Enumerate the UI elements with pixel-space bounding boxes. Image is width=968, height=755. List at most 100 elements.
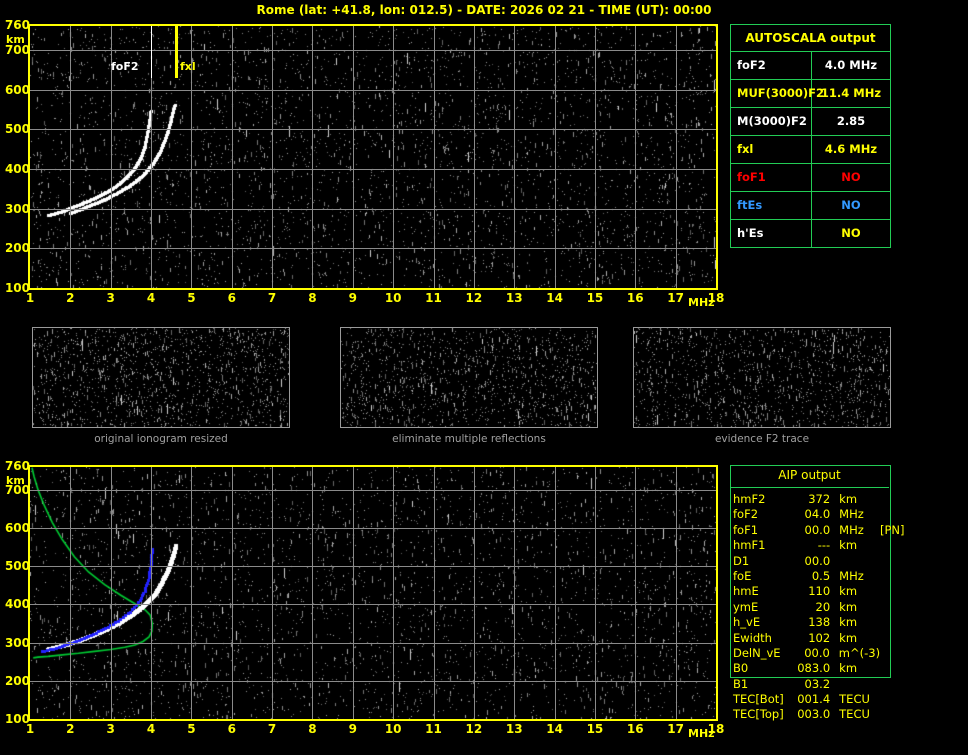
x-axis-tick-label: 12 <box>465 291 483 305</box>
gridline-vertical <box>312 26 313 288</box>
aip-row: B0 083.0 km <box>733 661 913 676</box>
x-axis-unit-label: MHz <box>688 296 715 309</box>
gridline-vertical <box>635 467 636 719</box>
x-axis-tick-label: 14 <box>546 722 563 736</box>
aip-value: 001.4 <box>797 692 831 707</box>
aip-unit: MHz <box>839 568 864 583</box>
aip-row: foF1 00.0 MHz [PN] <box>733 523 913 538</box>
y-axis-tick-label: 700 <box>4 482 30 497</box>
x-axis-tick-label: 12 <box>465 722 483 736</box>
aip-name: TEC[Top] <box>733 707 784 722</box>
autoscala-value-fof2: 4.0 MHz <box>824 58 878 72</box>
aip-unit: km <box>839 630 858 645</box>
aip-flag <box>880 569 913 584</box>
x-axis-tick-label: 17 <box>667 291 684 305</box>
y-axis-tick-label: 600 <box>4 521 30 536</box>
x-axis-tick-label: 1 <box>25 722 35 736</box>
gridline-vertical <box>676 467 677 719</box>
x-axis-tick-label: 10 <box>384 291 402 305</box>
aip-value: 03.2 <box>804 676 831 691</box>
x-axis-tick-label: 14 <box>546 291 563 305</box>
aip-value: 003.0 <box>797 707 831 722</box>
aip-row: TEC[Bot] 001.4 TECU <box>733 692 913 707</box>
bottom-ionogram-trace-canvas <box>30 467 716 719</box>
aip-unit: km <box>839 492 858 506</box>
aip-value: 0.5 <box>811 568 831 583</box>
gridline-vertical <box>353 26 354 288</box>
top-ionogram-plot[interactable]: foF2 fxl <box>28 24 718 290</box>
gridline-vertical <box>353 467 354 719</box>
aip-row: foF2 04.0 MHz <box>733 507 913 522</box>
gridline-horizontal <box>30 209 716 210</box>
bottom-ionogram-plot[interactable] <box>28 465 718 721</box>
marker-line-fxl <box>175 26 178 78</box>
y-axis-tick-label: 300 <box>4 635 30 650</box>
gridline-vertical <box>312 467 313 719</box>
autoscala-key-hes: h'Es <box>731 220 812 247</box>
aip-flag <box>880 615 913 630</box>
marker-line-fof2 <box>151 26 152 78</box>
gridline-horizontal <box>30 169 716 170</box>
aip-flag <box>880 677 913 692</box>
gridline-horizontal <box>30 528 716 529</box>
x-axis-tick-label: 3 <box>106 291 115 305</box>
y-axis-tick-label: 100 <box>4 712 30 726</box>
aip-name: foE <box>733 568 752 583</box>
gridline-vertical <box>232 467 233 719</box>
gridline-vertical <box>272 26 273 288</box>
aip-name: foF2 <box>733 507 759 522</box>
top-ionogram-trace-canvas <box>30 26 716 288</box>
aip-name: B1 <box>733 676 749 691</box>
x-axis-tick-label: 9 <box>348 291 357 305</box>
gridline-horizontal <box>30 604 716 605</box>
gridline-vertical <box>111 26 112 288</box>
aip-name: hmE <box>733 584 759 599</box>
panel-evidence-f2-trace[interactable] <box>633 327 891 428</box>
panel-original-ionogram-resized[interactable] <box>32 327 290 428</box>
gridline-vertical <box>191 26 192 288</box>
y-axis-tick-label: 300 <box>4 201 30 216</box>
aip-unit <box>830 677 880 692</box>
aip-unit: TECU <box>839 707 870 722</box>
aip-name: B0 <box>733 661 749 676</box>
panel2-canvas <box>341 328 597 427</box>
x-axis-tick-label: 7 <box>267 291 277 305</box>
aip-output-title: AIP output <box>778 468 841 482</box>
y-axis-tick-label: 500 <box>4 559 30 574</box>
gridline-horizontal <box>30 566 716 567</box>
x-axis-tick-label: 9 <box>348 722 357 736</box>
aip-name: DelN_vE <box>733 645 781 660</box>
gridline-horizontal <box>30 50 716 51</box>
autoscala-value-ftes: NO <box>841 198 861 212</box>
aip-row: ymE 20 km <box>733 600 913 615</box>
gridline-vertical <box>111 467 112 719</box>
x-axis-tick-label: 8 <box>308 722 317 736</box>
gridline-vertical <box>474 467 475 719</box>
gridline-vertical <box>595 467 596 719</box>
x-axis-tick-label: 11 <box>425 291 442 305</box>
y-axis-tick-label: 400 <box>4 161 30 176</box>
x-axis-unit-label: MHz <box>688 727 715 740</box>
panel-eliminate-multiple-reflections[interactable] <box>340 327 598 428</box>
aip-row: h_vE 138 km <box>733 615 913 630</box>
aip-name: foF1 <box>733 522 759 537</box>
aip-row: D1 00.0 <box>733 554 913 569</box>
x-axis-tick-label: 18 <box>707 291 725 305</box>
aip-unit: m^(-3) <box>838 645 881 660</box>
aip-unit: MHz <box>839 522 864 537</box>
aip-value: 00.0 <box>804 553 831 568</box>
y-axis-unit-label: km <box>6 474 25 487</box>
x-axis-tick-label: 4 <box>146 291 156 305</box>
aip-unit: km <box>839 538 858 553</box>
aip-flag <box>880 584 913 599</box>
x-axis-tick-label: 16 <box>626 722 644 736</box>
gridline-vertical <box>191 467 192 719</box>
y-axis-tick-label: 100 <box>4 281 30 295</box>
x-axis-tick-label: 7 <box>267 722 277 736</box>
aip-flag <box>880 538 913 553</box>
panel-evidence-f2-trace-caption: evidence F2 trace <box>714 433 810 445</box>
aip-row: foE 0.5 MHz <box>733 569 913 584</box>
gridline-vertical <box>70 26 71 288</box>
x-axis-tick-label: 15 <box>586 722 604 736</box>
gridline-vertical <box>434 467 435 719</box>
